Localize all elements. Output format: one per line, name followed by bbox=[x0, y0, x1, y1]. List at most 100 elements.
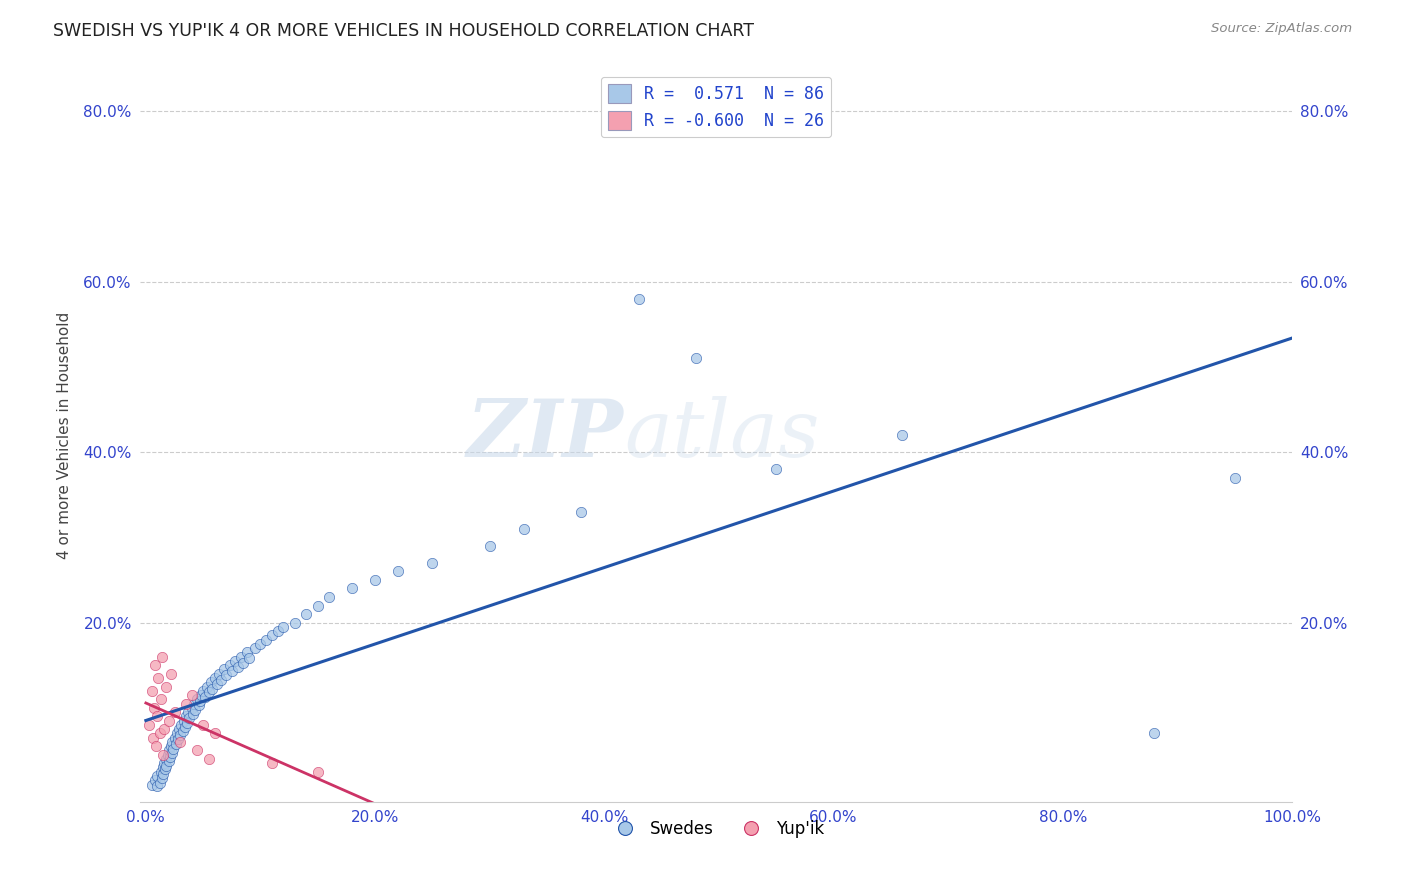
Point bbox=[273, 620, 295, 634]
Point bbox=[149, 776, 172, 790]
Point bbox=[184, 702, 207, 716]
Point bbox=[194, 690, 217, 704]
Point bbox=[340, 582, 363, 596]
Point bbox=[152, 767, 174, 781]
Point bbox=[190, 688, 212, 702]
Point bbox=[181, 706, 204, 721]
Text: ZIP: ZIP bbox=[467, 396, 624, 474]
Point bbox=[422, 556, 444, 570]
Point bbox=[167, 732, 190, 747]
Point bbox=[155, 752, 177, 766]
Point bbox=[149, 692, 172, 706]
Point bbox=[160, 739, 183, 754]
Point bbox=[174, 697, 197, 711]
Point bbox=[208, 666, 231, 681]
Point bbox=[143, 773, 166, 788]
Point bbox=[157, 743, 180, 757]
Point bbox=[307, 599, 329, 613]
Point bbox=[153, 756, 176, 771]
Point bbox=[478, 539, 501, 553]
Point bbox=[387, 565, 409, 579]
Point bbox=[155, 762, 177, 776]
Point bbox=[215, 668, 238, 682]
Point bbox=[364, 573, 387, 587]
Point bbox=[571, 505, 593, 519]
Point bbox=[180, 688, 202, 702]
Point bbox=[180, 701, 202, 715]
Point bbox=[146, 779, 169, 793]
Point bbox=[155, 758, 177, 772]
Point bbox=[142, 701, 165, 715]
Point bbox=[173, 714, 195, 728]
Point bbox=[143, 658, 166, 673]
Point bbox=[211, 673, 233, 687]
Point bbox=[174, 709, 197, 723]
Point bbox=[243, 641, 266, 656]
Point bbox=[685, 351, 707, 366]
Legend: Swedes, Yup'ik: Swedes, Yup'ik bbox=[602, 814, 831, 845]
Point bbox=[284, 615, 307, 630]
Point bbox=[167, 722, 190, 736]
Point bbox=[198, 685, 221, 699]
Point bbox=[176, 716, 198, 731]
Point bbox=[1223, 471, 1246, 485]
Point bbox=[212, 663, 235, 677]
Point bbox=[201, 681, 224, 696]
Point bbox=[198, 752, 221, 766]
Point bbox=[160, 735, 183, 749]
Point bbox=[186, 692, 208, 706]
Point bbox=[177, 705, 200, 719]
Point bbox=[226, 660, 249, 674]
Point bbox=[170, 718, 193, 732]
Point bbox=[152, 760, 174, 774]
Point bbox=[218, 658, 240, 673]
Point bbox=[149, 726, 172, 740]
Point bbox=[187, 698, 209, 713]
Point bbox=[169, 735, 191, 749]
Point bbox=[1143, 726, 1166, 740]
Point bbox=[513, 522, 536, 536]
Point bbox=[179, 711, 201, 725]
Point bbox=[295, 607, 318, 621]
Point bbox=[162, 741, 184, 756]
Y-axis label: 4 or more Vehicles in Household: 4 or more Vehicles in Household bbox=[58, 311, 72, 558]
Point bbox=[145, 739, 167, 754]
Point bbox=[138, 718, 160, 732]
Point bbox=[204, 726, 226, 740]
Point bbox=[235, 645, 257, 659]
Point bbox=[200, 675, 222, 690]
Point bbox=[150, 649, 173, 664]
Point bbox=[146, 769, 169, 783]
Point bbox=[318, 590, 340, 604]
Point bbox=[260, 628, 283, 642]
Point bbox=[186, 743, 208, 757]
Text: atlas: atlas bbox=[624, 396, 820, 474]
Text: SWEDISH VS YUP'IK 4 OR MORE VEHICLES IN HOUSEHOLD CORRELATION CHART: SWEDISH VS YUP'IK 4 OR MORE VEHICLES IN … bbox=[53, 22, 755, 40]
Point bbox=[229, 649, 252, 664]
Point bbox=[191, 718, 214, 732]
Point bbox=[188, 694, 211, 708]
Point bbox=[142, 731, 165, 745]
Point bbox=[224, 654, 246, 668]
Text: Source: ZipAtlas.com: Source: ZipAtlas.com bbox=[1212, 22, 1353, 36]
Point bbox=[157, 714, 180, 728]
Point bbox=[160, 666, 183, 681]
Point bbox=[238, 651, 260, 665]
Point bbox=[157, 754, 180, 768]
Point bbox=[221, 664, 243, 678]
Point bbox=[260, 756, 283, 771]
Point bbox=[195, 680, 218, 694]
Point bbox=[153, 722, 176, 736]
Point bbox=[183, 697, 205, 711]
Point bbox=[172, 723, 194, 738]
Point bbox=[165, 737, 187, 751]
Point bbox=[765, 462, 787, 476]
Point bbox=[254, 632, 277, 647]
Point bbox=[141, 778, 163, 792]
Point bbox=[232, 656, 254, 670]
Point bbox=[141, 683, 163, 698]
Point bbox=[159, 750, 181, 764]
Point bbox=[266, 624, 288, 639]
Point bbox=[166, 726, 188, 740]
Point bbox=[149, 764, 172, 779]
